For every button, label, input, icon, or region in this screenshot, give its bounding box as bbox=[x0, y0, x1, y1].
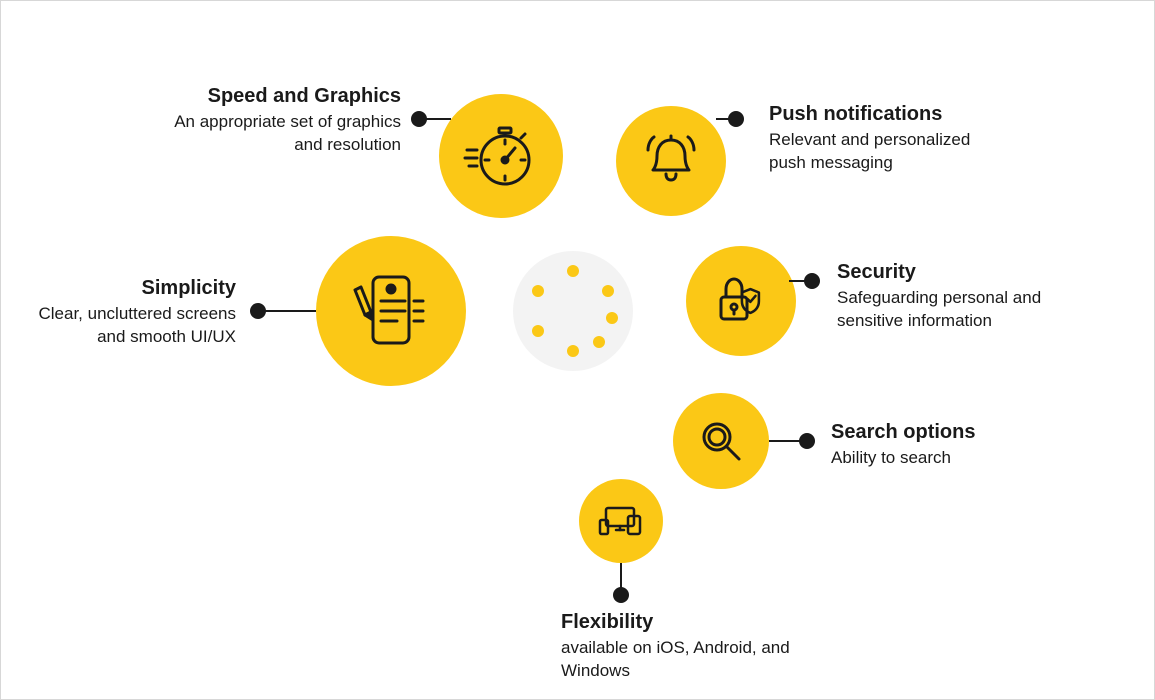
magnifier-icon bbox=[695, 415, 747, 467]
node-security bbox=[686, 246, 796, 356]
hub-dot bbox=[567, 265, 579, 277]
node-push bbox=[616, 106, 726, 216]
infographic-canvas: Simplicity Clear, uncluttered screens an… bbox=[1, 1, 1154, 699]
label-speed: Speed and Graphics An appropriate set of… bbox=[171, 83, 401, 157]
connector-dot-simplicity bbox=[250, 303, 266, 319]
stopwatch-icon bbox=[463, 118, 539, 194]
title-security: Security bbox=[837, 259, 1067, 285]
label-push: Push notifications Relevant and personal… bbox=[769, 101, 999, 175]
node-speed bbox=[439, 94, 563, 218]
connector-dot-search bbox=[799, 433, 815, 449]
title-flexibility: Flexibility bbox=[561, 609, 811, 635]
phone-edit-icon bbox=[347, 267, 435, 355]
hub-dot bbox=[602, 285, 614, 297]
desc-push: Relevant and personalized push messaging bbox=[769, 129, 999, 175]
desc-flexibility: available on iOS, Android, and Windows bbox=[561, 637, 811, 683]
bell-icon bbox=[640, 130, 702, 192]
label-simplicity: Simplicity Clear, uncluttered screens an… bbox=[6, 275, 236, 349]
connector-dot-push bbox=[728, 111, 744, 127]
hub-dot bbox=[567, 345, 579, 357]
connector-dot-flexibility bbox=[613, 587, 629, 603]
node-search bbox=[673, 393, 769, 489]
desc-search: Ability to search bbox=[831, 447, 1061, 470]
lock-shield-icon bbox=[709, 269, 773, 333]
devices-icon bbox=[596, 496, 646, 546]
desc-speed: An appropriate set of graphics and resol… bbox=[171, 111, 401, 157]
node-flexibility bbox=[579, 479, 663, 563]
label-security: Security Safeguarding personal and sensi… bbox=[837, 259, 1067, 333]
title-push: Push notifications bbox=[769, 101, 999, 127]
desc-security: Safeguarding personal and sensitive info… bbox=[837, 287, 1067, 333]
hub-dot bbox=[593, 336, 605, 348]
title-simplicity: Simplicity bbox=[6, 275, 236, 301]
title-search: Search options bbox=[831, 419, 1061, 445]
connector-dot-speed bbox=[411, 111, 427, 127]
node-simplicity bbox=[316, 236, 466, 386]
label-search: Search options Ability to search bbox=[831, 419, 1061, 470]
title-speed: Speed and Graphics bbox=[171, 83, 401, 109]
desc-simplicity: Clear, uncluttered screens and smooth UI… bbox=[6, 303, 236, 349]
connector-line-simplicity bbox=[258, 310, 316, 312]
label-flexibility: Flexibility available on iOS, Android, a… bbox=[561, 609, 811, 683]
connector-dot-security bbox=[804, 273, 820, 289]
